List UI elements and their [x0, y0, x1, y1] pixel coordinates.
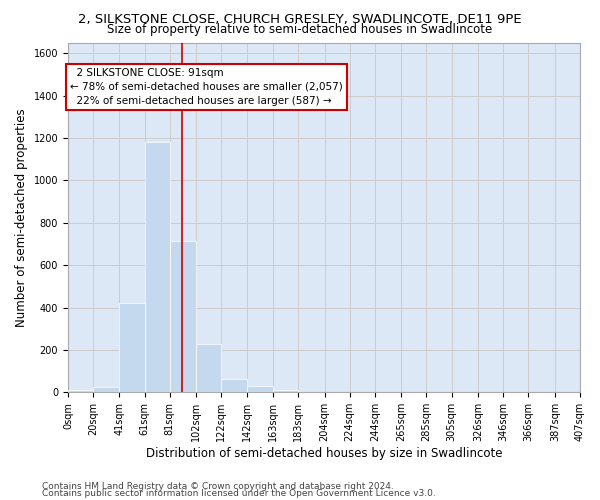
Text: 2, SILKSTONE CLOSE, CHURCH GRESLEY, SWADLINCOTE, DE11 9PE: 2, SILKSTONE CLOSE, CHURCH GRESLEY, SWAD…	[78, 12, 522, 26]
X-axis label: Distribution of semi-detached houses by size in Swadlincote: Distribution of semi-detached houses by …	[146, 447, 502, 460]
Bar	[145, 142, 170, 393]
Bar	[273, 390, 298, 392]
Text: 2 SILKSTONE CLOSE: 91sqm
← 78% of semi-detached houses are smaller (2,057)
  22%: 2 SILKSTONE CLOSE: 91sqm ← 78% of semi-d…	[70, 68, 343, 106]
Bar	[68, 390, 93, 392]
Bar	[196, 344, 221, 392]
Bar	[119, 304, 145, 392]
Bar	[247, 386, 273, 392]
Text: Contains public sector information licensed under the Open Government Licence v3: Contains public sector information licen…	[42, 489, 436, 498]
Bar	[170, 240, 196, 392]
Bar	[93, 387, 119, 392]
Text: Contains HM Land Registry data © Crown copyright and database right 2024.: Contains HM Land Registry data © Crown c…	[42, 482, 394, 491]
Text: Size of property relative to semi-detached houses in Swadlincote: Size of property relative to semi-detach…	[107, 22, 493, 36]
Y-axis label: Number of semi-detached properties: Number of semi-detached properties	[15, 108, 28, 326]
Bar	[221, 378, 247, 392]
